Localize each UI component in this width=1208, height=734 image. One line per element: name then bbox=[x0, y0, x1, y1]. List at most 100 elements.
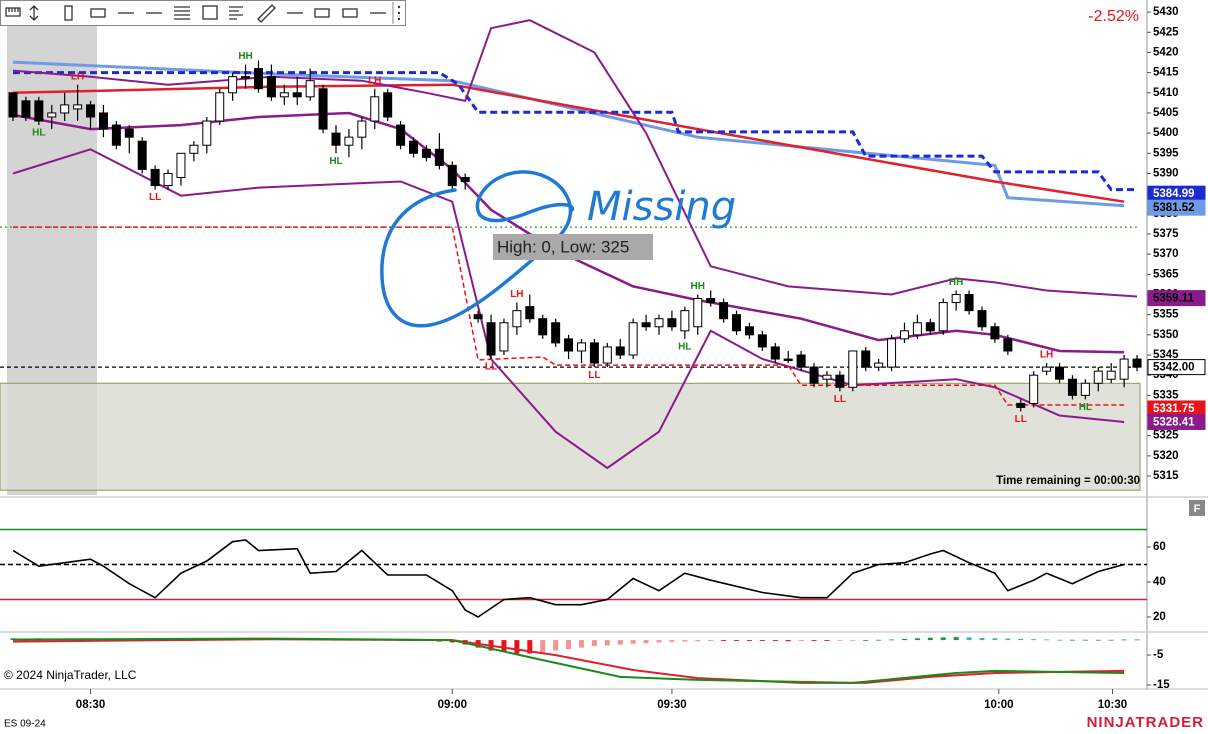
candle-body bbox=[447, 164, 457, 187]
info-box bbox=[493, 234, 653, 260]
candle-body bbox=[473, 314, 483, 320]
candle-body bbox=[60, 104, 70, 114]
brand: NINJATRADER bbox=[1087, 714, 1204, 731]
handwritten-note: Missing bbox=[587, 184, 736, 230]
candle-body bbox=[21, 100, 31, 118]
price-marker-label: 5381.52 bbox=[1153, 202, 1195, 214]
y-tick-label: 5425 bbox=[1153, 26, 1179, 38]
candle-body bbox=[602, 346, 612, 364]
candle-body bbox=[357, 120, 367, 138]
swing-label: LL bbox=[485, 362, 497, 373]
info-text: High: 0, Low: 325 bbox=[497, 237, 629, 256]
candle-body bbox=[706, 298, 716, 304]
candle-body bbox=[848, 350, 858, 388]
histogram-bar bbox=[953, 637, 959, 641]
histogram-bar bbox=[1018, 638, 1024, 641]
y-tick-label: 5395 bbox=[1153, 147, 1179, 159]
histogram-bar bbox=[708, 640, 714, 641]
time-remaining: Time remaining = 00:00:30 bbox=[996, 475, 1140, 487]
histogram-bar bbox=[979, 637, 985, 641]
price-marker-label: 5384.99 bbox=[1153, 188, 1195, 200]
candle-body bbox=[176, 152, 186, 179]
swing-label: LL bbox=[149, 192, 161, 203]
histogram-bar bbox=[501, 640, 507, 653]
y-tick-label: 5415 bbox=[1153, 67, 1179, 79]
swing-label: LL bbox=[1015, 414, 1027, 425]
histogram-bar bbox=[992, 638, 998, 641]
oscillator-line bbox=[12, 539, 1125, 618]
histogram-bar bbox=[914, 638, 920, 641]
candle-body bbox=[835, 374, 845, 388]
candle-body bbox=[34, 100, 44, 122]
histogram-bar bbox=[527, 640, 533, 654]
candle-body bbox=[1003, 338, 1013, 352]
y-tick-label: 5365 bbox=[1153, 268, 1179, 280]
price-marker-label: 5359.11 bbox=[1153, 293, 1195, 305]
candle-body bbox=[1042, 366, 1052, 372]
histogram-bar bbox=[553, 640, 559, 651]
candle-body bbox=[809, 366, 819, 384]
histogram-bar bbox=[604, 640, 610, 646]
y-tick-label: 5335 bbox=[1153, 389, 1179, 401]
y-tick-label: 5410 bbox=[1153, 87, 1179, 99]
histogram-bar bbox=[695, 640, 701, 642]
candle-body bbox=[1029, 374, 1039, 404]
histogram-bar bbox=[591, 640, 597, 647]
macd-line bbox=[12, 637, 1125, 684]
swing-label: LH bbox=[71, 71, 84, 82]
candle-body bbox=[409, 140, 419, 154]
candle-body bbox=[964, 293, 974, 312]
y-tick-label: 5350 bbox=[1153, 329, 1179, 341]
panel-button[interactable] bbox=[1189, 500, 1205, 516]
histogram-bar bbox=[578, 640, 584, 648]
candle-body bbox=[383, 92, 393, 118]
histogram-bar bbox=[850, 640, 856, 641]
candle-body bbox=[744, 326, 754, 336]
histogram-bar bbox=[682, 640, 688, 642]
y-tick-label: 5400 bbox=[1153, 127, 1179, 139]
candle-body bbox=[253, 68, 263, 90]
histogram-bar bbox=[1005, 638, 1011, 641]
price-marker bbox=[1147, 413, 1206, 430]
instrument: ES 09-24 bbox=[4, 719, 46, 730]
histogram-bar bbox=[837, 640, 843, 641]
candle-body bbox=[137, 140, 147, 170]
candle-body bbox=[460, 177, 470, 183]
histogram-bar bbox=[1121, 639, 1127, 641]
candle-body bbox=[1067, 378, 1077, 396]
candle-body bbox=[421, 148, 431, 158]
y-tick-label: 5370 bbox=[1153, 248, 1179, 260]
toolbar[interactable] bbox=[0, 0, 406, 26]
swing-label: HH bbox=[691, 281, 705, 292]
candle-body bbox=[499, 322, 509, 352]
histogram-bar bbox=[643, 640, 649, 644]
candle-body bbox=[822, 374, 832, 380]
histogram-bar bbox=[1134, 639, 1140, 641]
swing-label: HL bbox=[329, 156, 342, 167]
candle-body bbox=[111, 124, 121, 146]
candle-body bbox=[770, 346, 780, 360]
histogram-bar bbox=[540, 640, 546, 653]
histogram-bar bbox=[759, 640, 765, 641]
candle-body bbox=[189, 144, 199, 154]
indicator-line bbox=[12, 111, 1125, 354]
candle-body bbox=[86, 104, 96, 118]
histogram-bar bbox=[876, 639, 882, 641]
panel-button-label[interactable]: F bbox=[1194, 503, 1201, 515]
candle-body bbox=[796, 354, 806, 368]
y-tick-label: 5315 bbox=[1153, 470, 1179, 482]
histogram-bar bbox=[1057, 639, 1063, 641]
candle-body bbox=[525, 306, 535, 320]
candle-body bbox=[163, 172, 173, 187]
histogram-bar bbox=[927, 637, 933, 641]
y-tick-label: 5325 bbox=[1153, 430, 1179, 442]
candle-body bbox=[434, 148, 444, 166]
histogram-bar bbox=[889, 639, 895, 641]
indicator-line bbox=[12, 83, 1125, 203]
candle-body bbox=[486, 322, 496, 356]
y-tick-label: 5355 bbox=[1153, 309, 1179, 321]
candle-body bbox=[512, 310, 522, 328]
candle-body bbox=[951, 293, 961, 304]
candle-body bbox=[98, 112, 108, 130]
zone bbox=[0, 382, 1141, 491]
